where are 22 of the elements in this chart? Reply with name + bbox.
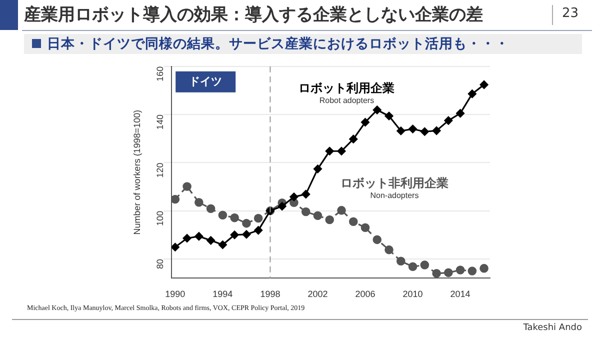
x-tick-label: 1998	[260, 289, 280, 300]
y-axis-title: Number of workers (1998=100)	[132, 110, 142, 235]
annotation: ドイツ	[189, 74, 222, 88]
x-tick-label: 2006	[355, 289, 376, 300]
series-label: ロボット利用企業	[298, 80, 395, 95]
series-label: ロボット非利用企業	[340, 176, 448, 190]
y-tick-label: 160	[155, 66, 166, 82]
y-tick-label: 120	[155, 162, 166, 178]
x-tick-label: 2010	[402, 289, 423, 300]
y-tick-label: 100	[155, 210, 166, 226]
annotation: Non-adopters	[370, 191, 419, 200]
x-tick-label: 1994	[212, 289, 233, 300]
x-tick-label: 1990	[165, 289, 186, 300]
text: 23	[562, 6, 579, 21]
text: Takeshi Ando	[523, 323, 582, 333]
chart-title: 産業用ロボット導入の効果：導入する企業としない企業の差	[24, 4, 483, 26]
annotation: Robot adopters	[319, 96, 374, 105]
chart-subtitle: 日本・ドイツで同様の結果。サービス産業におけるロボット活用も・・・	[47, 36, 509, 52]
x-tick-label: 2014	[450, 289, 470, 300]
y-tick-label: 140	[155, 114, 166, 130]
x-tick-label: 2002	[308, 289, 328, 300]
y-tick-label: 80	[155, 258, 166, 269]
